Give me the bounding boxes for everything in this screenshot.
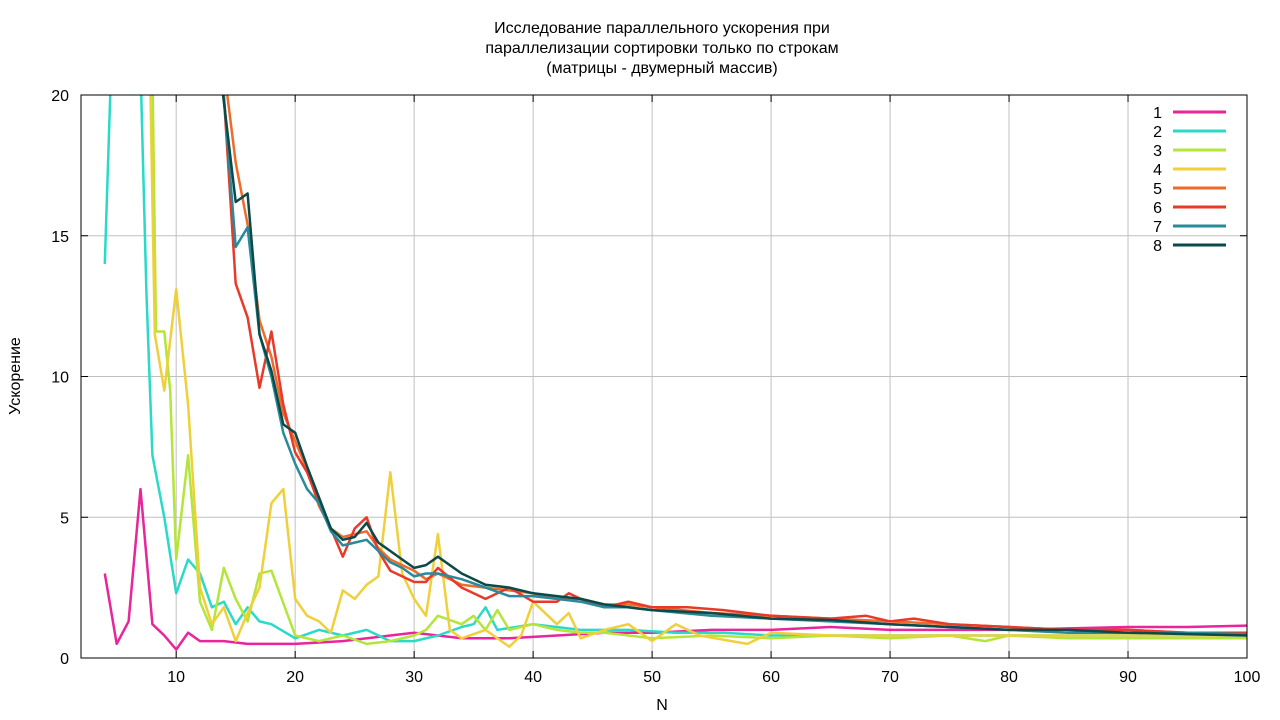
legend-label-4: 4 [1153,162,1162,179]
series-line-7 [222,95,1247,636]
x-tick-label: 20 [286,669,304,686]
series-line-3 [151,95,1247,646]
series-line-8 [221,95,1247,637]
legend-label-1: 1 [1153,105,1162,122]
legend-label-3: 3 [1153,143,1162,160]
legend-label-2: 2 [1153,124,1162,141]
grid [81,95,1247,658]
series-lines [103,95,1247,651]
x-axis-label: N [656,697,668,714]
series-line-4 [149,95,1247,648]
legend: 1 2 3 4 5 6 7 8 [1153,105,1226,255]
x-tick-label: 100 [1234,669,1261,686]
x-tick-label: 60 [762,669,780,686]
y-tick-label: 5 [60,510,69,527]
series-line-6 [222,95,1247,634]
x-tick-label: 30 [405,669,423,686]
x-tick-label: 80 [1000,669,1018,686]
legend-label-8: 8 [1153,238,1162,255]
legend-label-7: 7 [1153,219,1162,236]
legend-label-5: 5 [1153,181,1162,198]
x-tick-label: 40 [524,669,542,686]
y-tick-label: 20 [51,88,69,105]
chart-title-line-2: параллелизации сортировки только по стро… [485,40,838,57]
y-tick-label: 10 [51,370,69,387]
x-tick-label: 90 [1119,669,1137,686]
y-tick-label: 0 [60,651,69,668]
y-axis-label: Ускорение [7,337,24,415]
x-tick-label: 10 [167,669,185,686]
x-tick-label: 50 [643,669,661,686]
chart-title: Исследование параллельного ускорения при… [485,20,838,77]
x-tick-label: 70 [881,669,899,686]
legend-label-6: 6 [1153,200,1162,217]
chart-title-line-1: Исследование параллельного ускорения при [494,20,830,37]
y-tick-label: 15 [51,229,69,246]
chart-title-line-3: (матрицы - двумерный массив) [546,60,777,77]
